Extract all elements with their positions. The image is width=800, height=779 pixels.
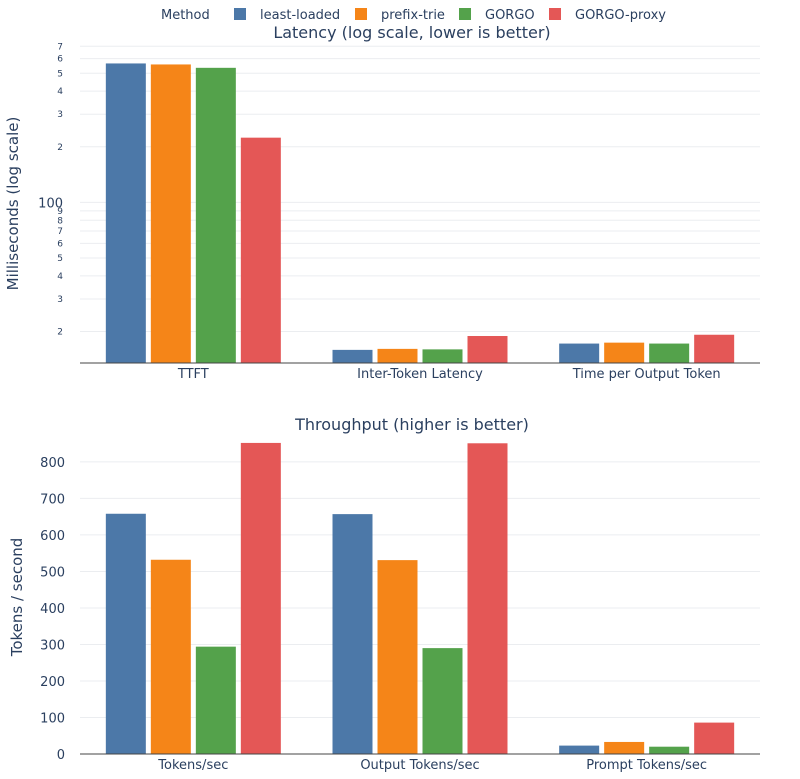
bar-gorgo-proxy (694, 722, 735, 754)
y-tick-label: 7 (57, 227, 63, 237)
y-tick-label: 7 (57, 42, 63, 52)
legend-item-gorgo[interactable]: GORGO (459, 8, 535, 23)
x-tick-label: Prompt Tokens/sec (586, 758, 707, 773)
legend-swatch (459, 8, 471, 20)
y-tick-label: 6 (57, 239, 63, 249)
bar-prefix-trie (150, 559, 191, 754)
legend-item-gorgo-proxy[interactable]: GORGO-proxy (549, 8, 666, 23)
y-tick-label: 4 (57, 87, 63, 97)
bar-gorgo (195, 646, 236, 754)
y-tick-label: 2 (57, 327, 63, 337)
bar-least-loaded (332, 349, 373, 363)
y-tick-label: 500 (40, 565, 65, 580)
legend-item-prefix-trie[interactable]: prefix-trie (355, 8, 445, 23)
bar-gorgo-proxy (467, 336, 508, 363)
legend: Method least-loaded prefix-trie GORGO GORGO-… (161, 8, 666, 23)
legend-label: GORGO-proxy (575, 8, 666, 23)
bar-least-loaded (105, 63, 146, 363)
y-axis-title: Tokens / second (8, 538, 26, 658)
y-tick-label: 800 (40, 456, 65, 471)
legend-item-least-loaded[interactable]: least-loaded (234, 8, 340, 23)
y-tick-label: 300 (40, 638, 65, 653)
y-tick-label: 3 (57, 110, 63, 120)
bars (105, 442, 735, 754)
y-tick-label: 2 (57, 143, 63, 153)
bar-prefix-trie (377, 560, 418, 754)
y-tick-label: 4 (57, 272, 63, 282)
bar-prefix-trie (377, 348, 418, 363)
y-tick-label: 3 (57, 295, 63, 305)
y-tick-label: 100 (38, 196, 63, 211)
legend-swatch (234, 8, 246, 20)
chart-panel-2: 0 100 200 300 400 500 600 700 800 Tokens/sec Outpu… (8, 415, 760, 773)
chart-title: Throughput (higher is better) (294, 415, 529, 434)
y-tick-label: 700 (40, 492, 65, 507)
x-tick-label: Tokens/sec (157, 758, 228, 773)
chart-title: Latency (log scale, lower is better) (273, 23, 550, 42)
y-tick-label: 600 (40, 529, 65, 544)
bar-prefix-trie (604, 741, 645, 754)
y-tick-label: 200 (40, 675, 65, 690)
y-axis-title: Milliseconds (log scale) (4, 117, 22, 291)
bar-gorgo-proxy (240, 442, 281, 754)
bar-gorgo-proxy (694, 334, 735, 363)
x-tick-label: TTFT (177, 367, 209, 382)
bar-least-loaded (332, 514, 373, 754)
y-tick-label: 0 (57, 748, 65, 763)
y-tick-labels: 0 100 200 300 400 500 600 700 800 (40, 456, 65, 763)
bar-gorgo (649, 343, 690, 363)
bar-gorgo (422, 349, 463, 363)
y-tick-label: 6 (57, 55, 63, 65)
bars (105, 63, 735, 364)
bar-gorgo-proxy (240, 137, 281, 363)
legend-label: least-loaded (260, 8, 340, 23)
legend-label: prefix-trie (381, 8, 445, 23)
bar-prefix-trie (604, 342, 645, 363)
bar-gorgo (195, 67, 236, 364)
gridlines (80, 461, 760, 718)
bar-gorgo (649, 746, 690, 754)
gridlines (80, 45, 760, 332)
bar-prefix-trie (150, 64, 191, 363)
y-tick-label: 8 (57, 216, 63, 226)
legend-swatch (355, 8, 367, 20)
bar-gorgo (422, 648, 463, 754)
y-tick-label: 400 (40, 602, 65, 617)
legend-label: GORGO (485, 8, 535, 23)
y-tick-label: 100 (40, 711, 65, 726)
bar-least-loaded (559, 343, 600, 363)
legend-title: Method (161, 8, 210, 23)
x-tick-label: Time per Output Token (572, 367, 721, 382)
bar-gorgo-proxy (467, 443, 508, 754)
bar-least-loaded (559, 745, 600, 754)
bar-least-loaded (105, 513, 146, 754)
legend-swatch (549, 8, 561, 20)
x-tick-label: Inter-Token Latency (357, 367, 483, 382)
y-tick-label: 9 (57, 207, 63, 217)
x-tick-label: Output Tokens/sec (360, 758, 479, 773)
y-tick-label: 5 (57, 254, 63, 264)
y-tick-label: 5 (57, 69, 63, 79)
